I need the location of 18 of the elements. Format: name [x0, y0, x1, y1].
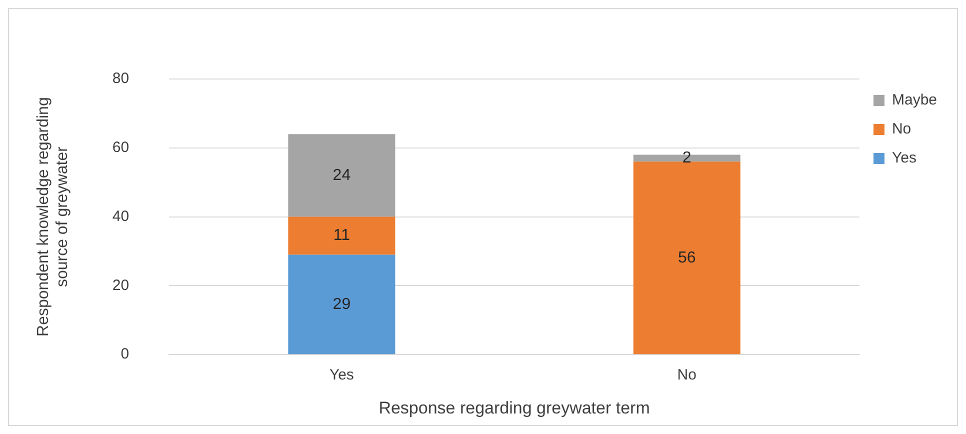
bar	[633, 162, 740, 354]
bar	[288, 254, 396, 354]
legend-label: Maybe	[892, 92, 938, 109]
data-label: 29	[332, 296, 351, 313]
y-tick-label: 20	[112, 276, 130, 294]
y-tick-label: 60	[112, 139, 130, 156]
data-label: 24	[332, 166, 351, 184]
legend-label: No	[892, 120, 912, 138]
data-label: 11	[333, 227, 350, 244]
y-axis-title: Respondent knowledge regarding source of greywater	[35, 97, 72, 336]
y-tick-label: 40	[112, 208, 130, 225]
legend-label: Yes	[892, 150, 916, 167]
x-axis-title: Response regarding greywater term	[378, 398, 650, 418]
bar	[288, 216, 396, 255]
bar	[288, 134, 396, 217]
data-label: 56	[678, 249, 696, 266]
y-tick-label: 80	[112, 70, 130, 88]
y-tick-label: 0	[120, 346, 130, 363]
